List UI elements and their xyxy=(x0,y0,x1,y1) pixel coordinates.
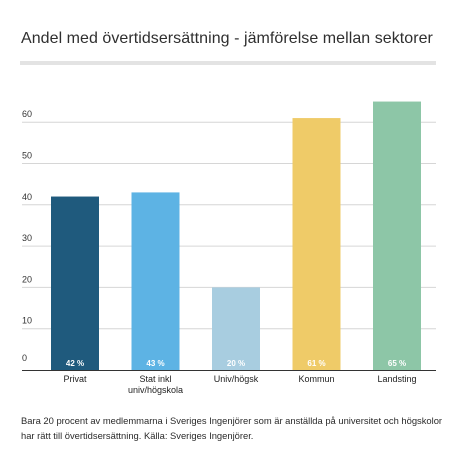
bar-3 xyxy=(292,118,341,370)
y-tick-label: 40 xyxy=(22,192,32,202)
bar-1 xyxy=(131,192,180,370)
data-label: 43 % xyxy=(146,359,164,368)
y-axis-ticks: 0 10 20 30 40 50 60 xyxy=(22,109,32,363)
y-tick-label: 10 xyxy=(22,316,32,326)
bars xyxy=(51,101,421,371)
chart-caption: Bara 20 procent av medlemmarna i Sverige… xyxy=(21,415,443,441)
bar-2 xyxy=(212,287,260,370)
y-tick-label: 20 xyxy=(22,274,32,284)
chart-title: Andel med övertidsersättning - jämförels… xyxy=(21,30,433,47)
y-tick-label: 50 xyxy=(22,151,32,161)
bar-chart: 0 10 20 30 40 50 60 42 % 43 % 20 % 61 % 65 % Priva… xyxy=(22,101,436,395)
y-tick-label: 0 xyxy=(22,353,27,363)
data-label: 61 % xyxy=(307,359,325,368)
data-labels: 42 % 43 % 20 % 61 % 65 % xyxy=(66,359,406,368)
x-tick-label: Privat xyxy=(63,374,87,384)
data-label: 65 % xyxy=(388,359,406,368)
x-tick-label: univ/högskola xyxy=(128,385,183,395)
x-tick-label: Kommun xyxy=(298,374,334,384)
y-tick-label: 30 xyxy=(22,233,32,243)
bar-4 xyxy=(373,101,421,371)
data-label: 42 % xyxy=(66,359,84,368)
x-tick-label: Stat inkl xyxy=(139,374,171,384)
y-tick-label: 60 xyxy=(22,109,32,119)
bar-0 xyxy=(51,196,99,370)
x-tick-label: Landsting xyxy=(377,374,416,384)
x-tick-label: Univ/högsk xyxy=(214,374,259,384)
title-divider xyxy=(20,61,436,65)
data-label: 20 % xyxy=(227,359,245,368)
